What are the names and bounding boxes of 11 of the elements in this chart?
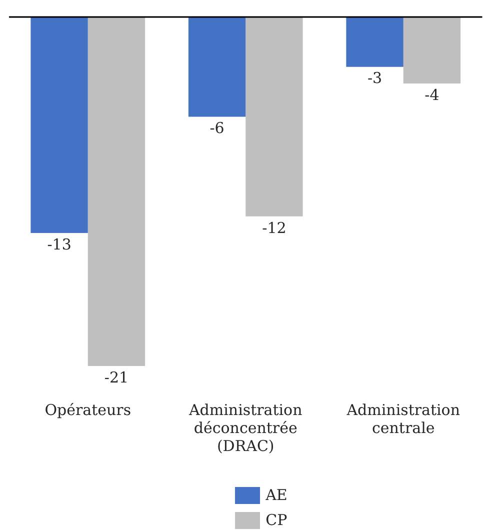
x-tick-label: Opérateurs bbox=[44, 400, 132, 419]
data-label: -13 bbox=[47, 235, 72, 254]
data-label: -21 bbox=[104, 368, 129, 386]
legend-label: AE bbox=[266, 486, 288, 504]
x-tick-label: Administration déconcentrée (DRAC) bbox=[188, 400, 303, 455]
legend-label: CP bbox=[266, 511, 288, 529]
x-tick-label: Administration centrale bbox=[346, 400, 460, 437]
data-label: -3 bbox=[367, 69, 382, 88]
data-label: -4 bbox=[424, 86, 440, 104]
data-label: -12 bbox=[262, 218, 286, 237]
data-label: -6 bbox=[210, 119, 224, 138]
